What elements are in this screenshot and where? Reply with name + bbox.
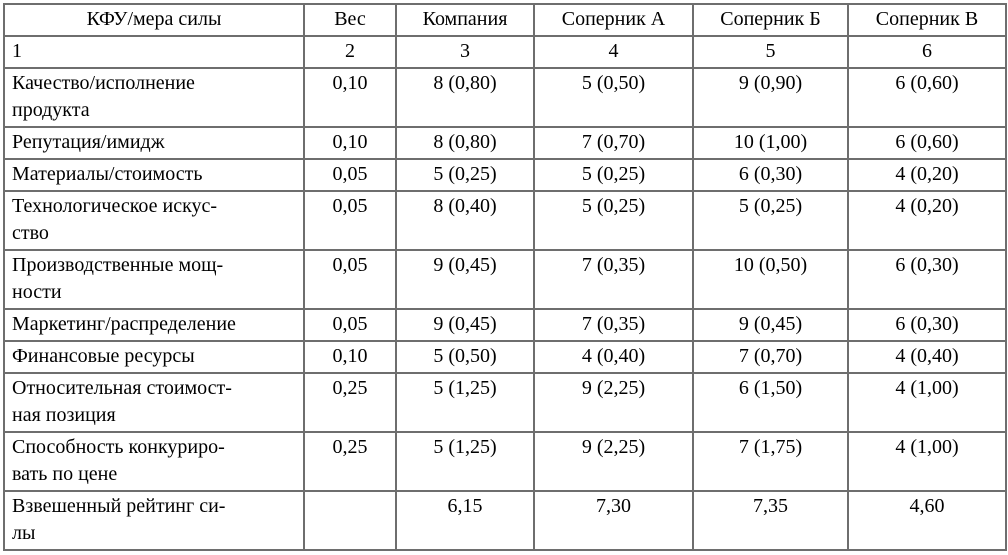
total-rival-a-cell: 7,30 [533, 490, 694, 551]
rival-b-cell: 5 (0,25) [692, 190, 849, 251]
factor-cell: Производственные мощ- ности [3, 249, 305, 310]
rival-a-cell: 9 (2,25) [533, 372, 694, 433]
header-factor: КФУ/мера силы [3, 3, 305, 37]
rival-v-cell: 6 (0,30) [847, 249, 1007, 310]
rival-b-cell: 9 (0,45) [692, 308, 849, 342]
factor-cell: Способность конкуриро- вать по цене [3, 431, 305, 492]
table-row: Финансовые ресурсы 0,10 5 (0,50) 4 (0,40… [3, 340, 1007, 374]
factor-cell: Маркетинг/распределение [3, 308, 305, 342]
rival-b-cell: 7 (0,70) [692, 340, 849, 374]
rival-a-cell: 5 (0,25) [533, 158, 694, 192]
company-cell: 9 (0,45) [395, 308, 535, 342]
rival-v-cell: 6 (0,60) [847, 126, 1007, 160]
column-index-5: 5 [692, 35, 849, 69]
total-row: Взвешенный рейтинг си- лы 6,15 7,30 7,35… [3, 490, 1007, 551]
rival-v-cell: 6 (0,60) [847, 67, 1007, 128]
rival-b-cell: 7 (1,75) [692, 431, 849, 492]
total-company-cell: 6,15 [395, 490, 535, 551]
table-row: Производственные мощ- ности 0,05 9 (0,45… [3, 249, 1007, 310]
factor-cell: Относительная стоимост- ная позиция [3, 372, 305, 433]
column-index-1: 1 [3, 35, 305, 69]
table-row: Качество/исполнение продукта 0,10 8 (0,8… [3, 67, 1007, 128]
header-rival-a: Соперник А [533, 3, 694, 37]
company-cell: 8 (0,80) [395, 126, 535, 160]
header-rival-v: Соперник В [847, 3, 1007, 37]
rival-a-cell: 7 (0,35) [533, 308, 694, 342]
table-row: Материалы/стоимость 0,05 5 (0,25) 5 (0,2… [3, 158, 1007, 192]
rival-a-cell: 4 (0,40) [533, 340, 694, 374]
rival-a-cell: 7 (0,70) [533, 126, 694, 160]
rival-b-cell: 9 (0,90) [692, 67, 849, 128]
total-rival-b-cell: 7,35 [692, 490, 849, 551]
column-index-6: 6 [847, 35, 1007, 69]
table-row: Технологическое искус- ство 0,05 8 (0,40… [3, 190, 1007, 251]
rival-b-cell: 6 (0,30) [692, 158, 849, 192]
header-rival-b: Соперник Б [692, 3, 849, 37]
rival-a-cell: 7 (0,35) [533, 249, 694, 310]
table-row: Относительная стоимост- ная позиция 0,25… [3, 372, 1007, 433]
rival-b-cell: 10 (1,00) [692, 126, 849, 160]
rival-b-cell: 6 (1,50) [692, 372, 849, 433]
rival-v-cell: 4 (0,20) [847, 190, 1007, 251]
weight-cell: 0,05 [303, 249, 397, 310]
header-company: Компания [395, 3, 535, 37]
weight-cell: 0,05 [303, 190, 397, 251]
rival-v-cell: 6 (0,30) [847, 308, 1007, 342]
weight-cell: 0,10 [303, 126, 397, 160]
rival-v-cell: 4 (0,40) [847, 340, 1007, 374]
total-weight-cell [303, 490, 397, 551]
weight-cell: 0,10 [303, 340, 397, 374]
rival-a-cell: 5 (0,50) [533, 67, 694, 128]
factor-cell: Технологическое искус- ство [3, 190, 305, 251]
rival-b-cell: 10 (0,50) [692, 249, 849, 310]
weight-cell: 0,05 [303, 158, 397, 192]
table-row: Маркетинг/распределение 0,05 9 (0,45) 7 … [3, 308, 1007, 342]
company-cell: 5 (0,25) [395, 158, 535, 192]
factor-cell: Репутация/имидж [3, 126, 305, 160]
factor-cell: Финансовые ресурсы [3, 340, 305, 374]
column-index-3: 3 [395, 35, 535, 69]
company-cell: 8 (0,80) [395, 67, 535, 128]
rival-a-cell: 5 (0,25) [533, 190, 694, 251]
table-row: Репутация/имидж 0,10 8 (0,80) 7 (0,70) 1… [3, 126, 1007, 160]
competitive-strength-table: КФУ/мера силы Вес Компания Соперник А Со… [3, 3, 1007, 551]
column-index-4: 4 [533, 35, 694, 69]
column-index-row: 1 2 3 4 5 6 [3, 35, 1007, 69]
company-cell: 5 (1,25) [395, 431, 535, 492]
total-label-cell: Взвешенный рейтинг си- лы [3, 490, 305, 551]
table-row: Способность конкуриро- вать по цене 0,25… [3, 431, 1007, 492]
total-rival-v-cell: 4,60 [847, 490, 1007, 551]
factor-cell: Качество/исполнение продукта [3, 67, 305, 128]
company-cell: 9 (0,45) [395, 249, 535, 310]
weight-cell: 0,10 [303, 67, 397, 128]
company-cell: 8 (0,40) [395, 190, 535, 251]
weight-cell: 0,25 [303, 431, 397, 492]
header-row: КФУ/мера силы Вес Компания Соперник А Со… [3, 3, 1007, 37]
rival-a-cell: 9 (2,25) [533, 431, 694, 492]
company-cell: 5 (1,25) [395, 372, 535, 433]
header-weight: Вес [303, 3, 397, 37]
column-index-2: 2 [303, 35, 397, 69]
rival-v-cell: 4 (1,00) [847, 372, 1007, 433]
weight-cell: 0,25 [303, 372, 397, 433]
rival-v-cell: 4 (0,20) [847, 158, 1007, 192]
weight-cell: 0,05 [303, 308, 397, 342]
company-cell: 5 (0,50) [395, 340, 535, 374]
factor-cell: Материалы/стоимость [3, 158, 305, 192]
rival-v-cell: 4 (1,00) [847, 431, 1007, 492]
